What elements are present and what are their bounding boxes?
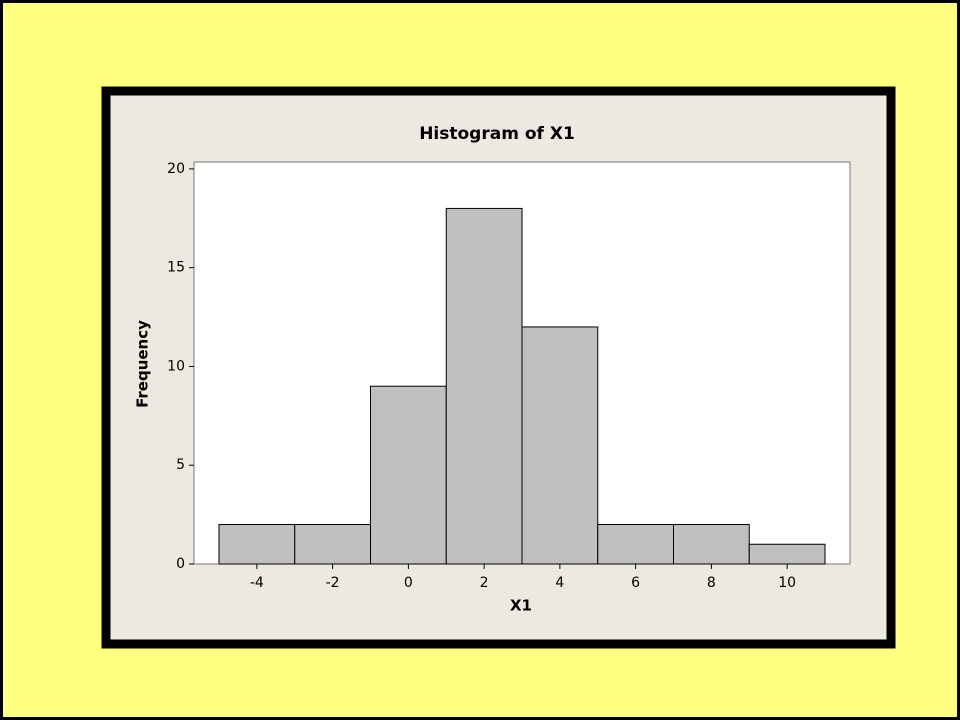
x-tick-label: 8 bbox=[707, 575, 716, 591]
bar bbox=[673, 523, 750, 565]
x-tick-label: 0 bbox=[404, 575, 413, 591]
y-tick-label: 15 bbox=[167, 260, 185, 276]
x-tick-label: 6 bbox=[631, 575, 640, 591]
x-tick-label: -2 bbox=[326, 575, 340, 591]
y-tick-label: 0 bbox=[176, 556, 185, 572]
x-tick-label: 2 bbox=[480, 575, 489, 591]
bar bbox=[218, 523, 296, 565]
bar bbox=[521, 326, 599, 565]
x-tick-label: -4 bbox=[250, 575, 264, 591]
chart-title: Histogram of X1 bbox=[419, 124, 575, 144]
bar bbox=[748, 543, 826, 565]
y-tick-label: 10 bbox=[167, 358, 185, 374]
x-axis-label: X1 bbox=[510, 597, 532, 615]
x-tick-label: 10 bbox=[778, 575, 796, 591]
bar bbox=[369, 385, 447, 565]
bar bbox=[597, 523, 675, 565]
x-tick-label: 4 bbox=[555, 575, 564, 591]
bar bbox=[294, 523, 371, 565]
y-tick-label: 20 bbox=[167, 161, 185, 177]
y-axis-label: Frequency bbox=[134, 320, 152, 408]
bar bbox=[445, 207, 523, 565]
y-tick-label: 5 bbox=[176, 457, 185, 473]
